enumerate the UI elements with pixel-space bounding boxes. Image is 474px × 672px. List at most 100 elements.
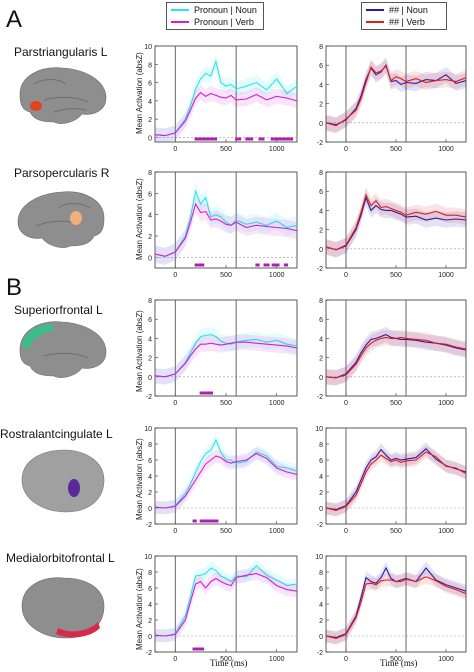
- significance-marker: [258, 137, 261, 141]
- x-tick-label: 500: [220, 528, 232, 535]
- significance-marker: [248, 137, 252, 141]
- legend-swatch: [366, 21, 384, 23]
- series-line: [325, 566, 467, 639]
- significance-marker: [198, 137, 201, 141]
- series-band: [155, 195, 297, 265]
- significance-marker: [212, 137, 216, 141]
- significance-marker: [194, 137, 197, 141]
- y-tick-label: 10: [144, 44, 152, 51]
- significance-marker: [267, 263, 270, 267]
- y-tick-label: 4: [319, 602, 323, 609]
- region-highlight: [68, 479, 80, 497]
- legend-label: Pronoun | Verb: [194, 17, 254, 27]
- y-tick-label: -2: [317, 394, 323, 401]
- significance-marker: [198, 647, 201, 651]
- brain-medial-illustration: [21, 449, 105, 513]
- significance-marker: [274, 137, 277, 141]
- y-tick-label: 10: [144, 426, 152, 433]
- significance-marker: [263, 263, 266, 267]
- plot-frame: [325, 45, 467, 143]
- series-line: [154, 59, 298, 137]
- y-tick-label: 8: [148, 170, 152, 177]
- significance-marker: [238, 137, 242, 141]
- y-tick-label: 0: [319, 375, 323, 382]
- region-label-superiorfrontal: Superiorfrontal L: [14, 303, 103, 317]
- x-tick-label: 1000: [269, 656, 285, 663]
- y-tick-label: -2: [146, 522, 152, 529]
- x-tick-label: 500: [220, 400, 232, 407]
- significance-marker: [207, 137, 210, 141]
- region-label-parsopercularis: Parsopercularis R: [14, 166, 110, 180]
- x-tick-label: 500: [390, 146, 402, 153]
- y-tick-label: 0: [319, 506, 323, 513]
- x-tick-label: 1000: [438, 656, 454, 663]
- series-line: [154, 438, 298, 509]
- y-tick-label: 0: [319, 634, 323, 641]
- significance-marker: [194, 519, 197, 523]
- x-tick-label: 1000: [269, 400, 285, 407]
- y-tick-label: 8: [148, 570, 152, 577]
- legend-swatch: [171, 9, 189, 11]
- y-tick-label: 8: [319, 170, 323, 177]
- y-tick-label: 0: [148, 375, 152, 382]
- significance-marker: [275, 263, 278, 267]
- significance-marker: [247, 137, 250, 141]
- y-tick-label: -2: [317, 650, 323, 657]
- significance-marker: [203, 391, 206, 395]
- significance-marker: [235, 137, 238, 141]
- x-tick-label: 500: [390, 656, 402, 663]
- x-tick-label: 500: [220, 656, 232, 663]
- x-axis-label: Time (ms): [210, 658, 248, 668]
- significance-marker: [214, 137, 218, 141]
- y-tick-label: -2: [317, 522, 323, 529]
- significance-marker: [270, 137, 274, 141]
- x-tick-label: 0: [344, 146, 348, 153]
- significance-marker: [199, 647, 203, 651]
- significance-marker: [214, 519, 217, 523]
- legend-hash: ## | Noun ## | Verb: [361, 2, 447, 30]
- significance-marker: [201, 519, 204, 523]
- y-tick-label: -2: [146, 650, 152, 657]
- x-tick-label: 0: [173, 146, 177, 153]
- series-line: [154, 202, 298, 257]
- x-tick-label: 0: [344, 400, 348, 407]
- y-tick-label: 4: [148, 474, 152, 481]
- series-band: [155, 559, 297, 643]
- brain-lateral-right-illustration: [17, 191, 105, 248]
- y-tick-label: 8: [319, 442, 323, 449]
- significance-marker: [250, 137, 254, 141]
- series-line: [154, 452, 298, 509]
- y-tick-label: 0: [319, 121, 323, 128]
- significance-marker: [210, 519, 213, 523]
- y-tick-label: 6: [319, 458, 323, 465]
- y-tick-label: 4: [319, 336, 323, 343]
- significance-marker: [211, 137, 214, 141]
- series-band: [326, 329, 466, 386]
- significance-marker: [192, 519, 195, 523]
- y-tick-label: 2: [148, 490, 152, 497]
- significance-marker: [272, 137, 275, 141]
- panel-letter-a: A: [6, 6, 23, 33]
- legend-item: Pronoun | Noun: [171, 4, 257, 16]
- significance-marker: [198, 263, 201, 267]
- significance-marker: [236, 137, 240, 141]
- series-band: [326, 187, 466, 258]
- y-tick-label: 6: [148, 586, 152, 593]
- y-tick-label: 10: [315, 426, 323, 433]
- y-tick-label: 0: [319, 247, 323, 254]
- significance-marker: [216, 519, 219, 523]
- y-tick-label: 6: [148, 317, 152, 324]
- significance-marker: [209, 137, 212, 141]
- brain-orbitofrontal-illustration: [21, 577, 105, 639]
- series-line: [154, 189, 298, 257]
- significance-marker: [281, 137, 284, 141]
- y-tick-label: 4: [148, 99, 152, 106]
- x-tick-label: 0: [344, 272, 348, 279]
- significance-marker: [196, 137, 199, 141]
- series-line: [325, 193, 467, 251]
- region-highlight: [22, 324, 54, 350]
- series-line: [154, 91, 298, 137]
- significance-marker: [201, 263, 205, 267]
- y-tick-label: 8: [319, 44, 323, 51]
